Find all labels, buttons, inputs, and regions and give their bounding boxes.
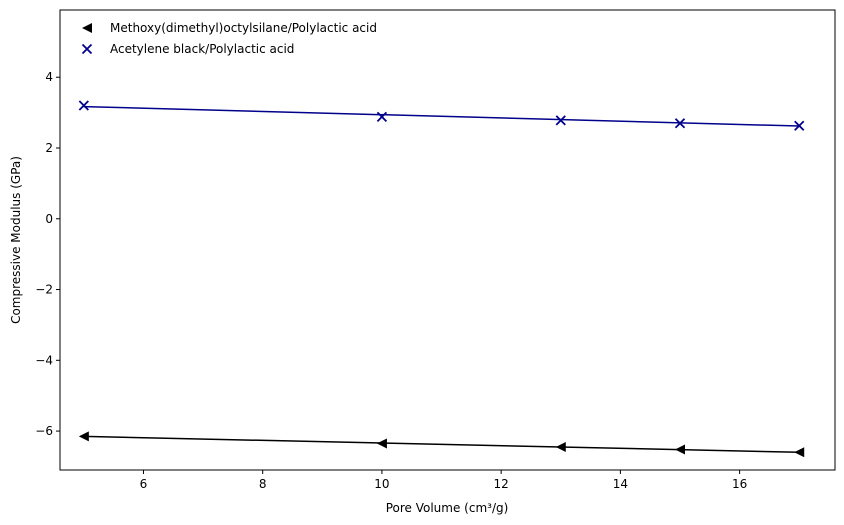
data-point-series-1 — [376, 438, 387, 449]
x-tick-label: 14 — [613, 477, 628, 491]
x-axis-ticks: 6 8 10 12 14 16 — [140, 470, 747, 491]
data-point-series-1 — [675, 444, 685, 455]
data-point-series-2 — [674, 118, 686, 129]
plot-frame — [59, 9, 836, 471]
x-axis-label: Pore Volume (cm³/g) — [386, 501, 509, 515]
data-point-series-2 — [78, 100, 89, 111]
x-tick-label: 8 — [259, 477, 267, 491]
x-tick-label: 12 — [494, 477, 509, 491]
data-markers — [78, 100, 805, 458]
x-tick-label: 6 — [140, 477, 148, 491]
y-axis-ticks: −6 −4 −2 0 2 4 — [35, 70, 60, 438]
y-tick-label: −4 — [35, 353, 53, 367]
data-point-series-2 — [376, 111, 388, 122]
y-tick-label: −6 — [35, 424, 53, 438]
data-point-series-1 — [794, 447, 805, 458]
data-point-series-2 — [794, 120, 805, 131]
fit-lines — [83, 105, 800, 454]
y-axis-label: Compressive Modulus (GPa) — [9, 156, 23, 324]
y-tick-label: 4 — [45, 70, 53, 84]
x-tick-label: 10 — [374, 477, 389, 491]
y-tick-label: −2 — [35, 283, 53, 297]
fit-line-series-1 — [83, 435, 800, 454]
data-point-series-2 — [555, 115, 566, 126]
y-tick-label: 2 — [45, 141, 53, 155]
legend-marker-series-2 — [81, 43, 93, 55]
fit-line-series-2 — [83, 105, 800, 127]
y-tick-label: 0 — [45, 212, 53, 226]
data-point-series-1 — [78, 431, 89, 442]
legend-label-series-1: Methoxy(dimethyl)octylsilane/Polylactic … — [110, 21, 377, 35]
legend-marker-series-1 — [82, 23, 92, 33]
x-tick-label: 16 — [732, 477, 747, 491]
legend-label-series-2: Acetylene black/Polylactic acid — [110, 42, 294, 56]
legend: Methoxy(dimethyl)octylsilane/Polylactic … — [81, 21, 377, 56]
data-point-series-1 — [555, 442, 566, 452]
